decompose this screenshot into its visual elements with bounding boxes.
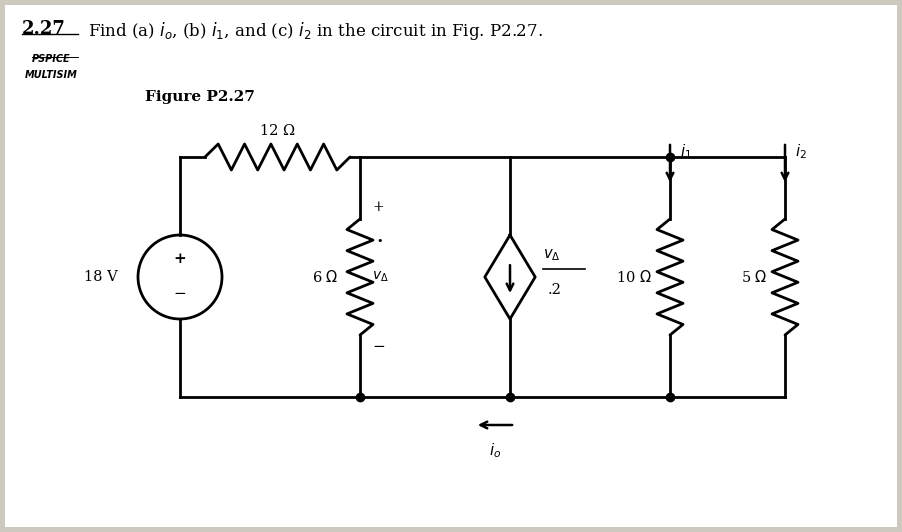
Text: •: •	[376, 236, 382, 246]
Text: $v_\Delta$: $v_\Delta$	[372, 270, 389, 284]
Text: $i_2$: $i_2$	[795, 143, 807, 161]
Text: −: −	[372, 340, 385, 354]
Text: 5 $\Omega$: 5 $\Omega$	[741, 269, 767, 285]
Text: 2.27: 2.27	[22, 20, 66, 38]
Text: 6 $\Omega$: 6 $\Omega$	[311, 269, 338, 285]
Text: $i_o$: $i_o$	[489, 441, 502, 460]
Text: $v_\Delta$: $v_\Delta$	[543, 247, 561, 263]
Text: 18 V: 18 V	[84, 270, 118, 284]
Text: +: +	[173, 252, 187, 266]
Text: PSPICE: PSPICE	[32, 54, 70, 64]
Text: −: −	[173, 287, 187, 301]
Text: MULTISIM: MULTISIM	[25, 70, 78, 80]
Text: Figure P2.27: Figure P2.27	[145, 90, 255, 104]
Text: +: +	[372, 200, 383, 214]
Text: .2: .2	[548, 283, 561, 297]
Text: 12 Ω: 12 Ω	[260, 124, 295, 138]
Text: 10 $\Omega$: 10 $\Omega$	[616, 269, 652, 285]
Text: Find (a) $i_{o}$, (b) $i_1$, and (c) $i_2$ in the circuit in Fig. P2.27.: Find (a) $i_{o}$, (b) $i_1$, and (c) $i_…	[88, 20, 543, 42]
Text: $i_1$: $i_1$	[680, 143, 692, 161]
